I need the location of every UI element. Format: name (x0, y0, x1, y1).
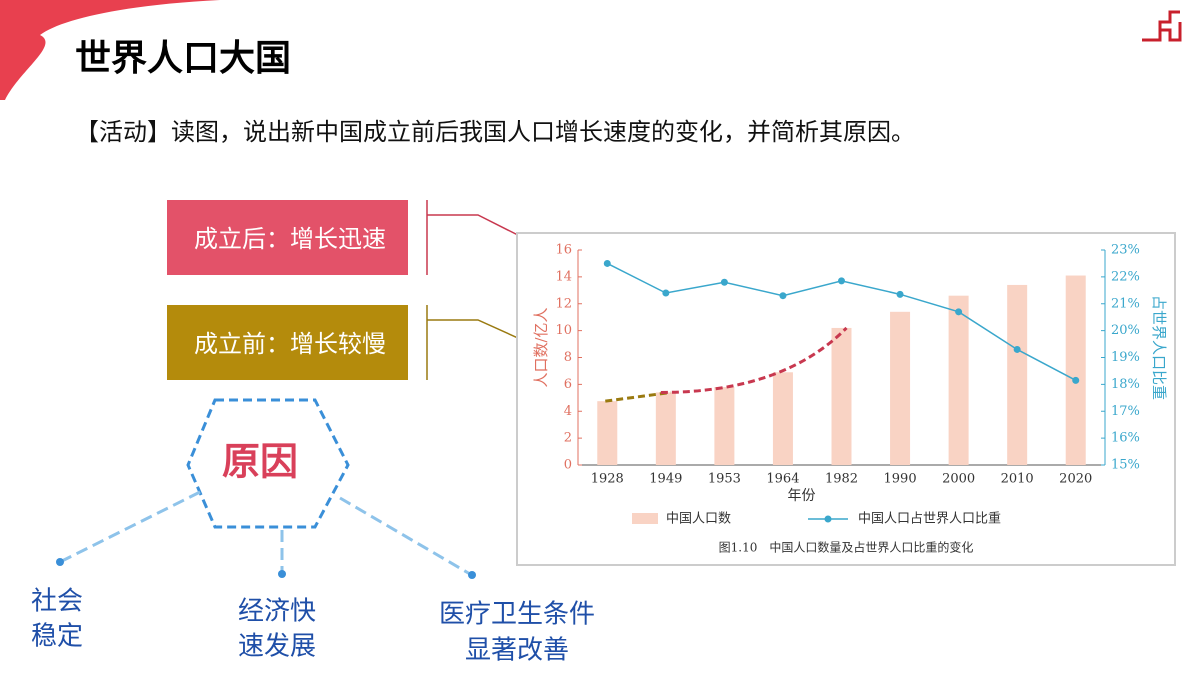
y2-tick-label: 15% (1111, 458, 1140, 473)
bar (714, 387, 735, 465)
y2-tick-label: 23% (1111, 243, 1140, 258)
y2-tick-label: 18% (1111, 377, 1140, 392)
y-tick-label: 6 (564, 377, 572, 392)
y-tick-label: 4 (564, 404, 572, 419)
y-tick-label: 8 (564, 350, 572, 365)
y-tick-label: 0 (564, 458, 572, 473)
x-axis-label: 年份 (788, 488, 816, 504)
factor-line: 经济快 (238, 597, 316, 627)
factor-line: 医疗卫生条件 (439, 600, 595, 630)
legend-marker (824, 515, 832, 523)
x-tick-label: 1990 (884, 472, 917, 487)
x-tick-label: 2010 (1001, 472, 1034, 487)
line-point (1072, 376, 1080, 384)
x-tick-label: 1964 (766, 472, 799, 487)
factor-line: 稳定 (31, 622, 83, 652)
trend-after (660, 326, 848, 394)
before-box (167, 305, 408, 380)
line-point (896, 290, 904, 298)
bar (1007, 284, 1028, 465)
y2-tick-label: 22% (1111, 269, 1140, 284)
y2-axis-label: 占世界人口比重 (1150, 295, 1168, 400)
legend-label: 中国人口占世界人口比重 (858, 511, 1001, 527)
factor-line: 显著改善 (465, 636, 569, 666)
line-point (720, 278, 728, 286)
y2-tick-label: 16% (1111, 431, 1140, 446)
reason-branches (59, 490, 471, 576)
x-tick-label: 1949 (649, 472, 682, 487)
y2-tick-label: 21% (1111, 296, 1140, 311)
line-point (838, 277, 845, 285)
y-tick-label: 14 (555, 269, 572, 284)
legend-swatch (632, 513, 658, 524)
line-point (1013, 345, 1021, 353)
bar (597, 401, 618, 465)
x-tick-label: 2020 (1059, 472, 1092, 487)
x-tick-label: 1953 (708, 472, 741, 487)
factors: 社会 稳定 经济快 速发展 医疗卫生条件 显著改善 (31, 587, 595, 666)
factor-line: 社会 (31, 587, 83, 617)
y-tick-label: 16 (555, 243, 572, 258)
before-label: 成立前：增长较慢 (194, 330, 386, 358)
logo (1142, 10, 1182, 42)
branch-dots (56, 558, 476, 579)
y-tick-label: 10 (555, 323, 572, 338)
legend-label: 中国人口数 (666, 512, 731, 527)
y2-tick-label: 19% (1111, 350, 1140, 365)
trend-before (605, 390, 672, 403)
line-point (779, 292, 787, 300)
x-tick-label: 1982 (825, 472, 858, 487)
chart: 0 2 4 6 8 10 12 14 16 15% 16% 17% 18% 19% 20% 21% 22% 23%… (532, 243, 1168, 555)
line-point (955, 308, 963, 316)
bar (772, 372, 793, 465)
corner-swoosh (0, 0, 220, 100)
line-point (662, 289, 670, 297)
y-axis-label: 人口数/亿人 (532, 307, 550, 387)
activity: 【活动】读图，说出新中国成立前后我国人口增长速度的变化，并简析其原因。 (75, 118, 915, 146)
bar (1065, 275, 1086, 465)
y-tick-label: 2 (564, 431, 572, 446)
bar (948, 295, 969, 465)
x-tick-label: 2000 (942, 472, 975, 487)
bar (655, 392, 676, 465)
after-label: 成立后：增长迅速 (194, 225, 386, 253)
chart-caption: 图1.10 中国人口数量及占世界人口比重的变化 (719, 540, 974, 555)
y-tick-label: 12 (555, 296, 572, 311)
factor-line: 速发展 (238, 632, 316, 662)
x-tick-label: 1928 (591, 472, 624, 487)
y2-tick-label: 17% (1111, 404, 1140, 419)
bar (831, 327, 852, 465)
line-point (603, 259, 611, 267)
reason-label: 原因 (222, 439, 298, 484)
y2-tick-label: 20% (1111, 323, 1140, 338)
after-box (167, 200, 408, 275)
reason-hexagon (186, 398, 350, 529)
slide-title: 世界人口大国 (75, 38, 291, 79)
bar (890, 311, 911, 465)
